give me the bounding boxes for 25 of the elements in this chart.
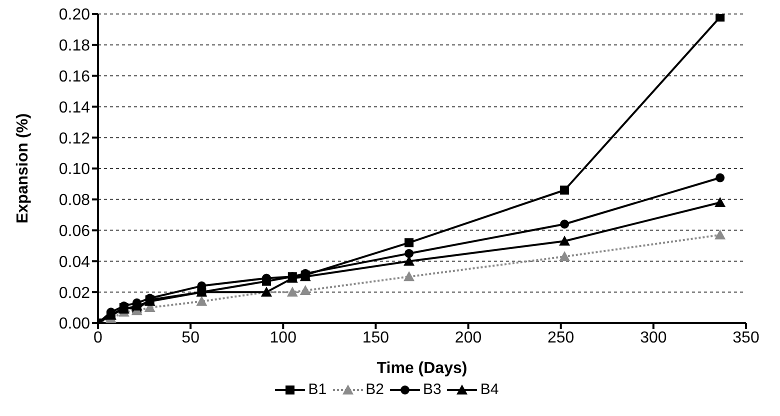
x-tick-label: 0 — [94, 329, 103, 346]
x-tick-label: 100 — [270, 329, 297, 346]
legend-label: B3 — [423, 381, 442, 398]
x-tick-label: 50 — [182, 329, 200, 346]
y-tick-label: 0.16 — [58, 68, 90, 86]
x-tick-label: 150 — [362, 329, 390, 346]
x-tick-label: 300 — [640, 329, 667, 346]
legend-label: B4 — [480, 381, 499, 398]
y-tick-label: 0.18 — [58, 38, 90, 55]
y-tick-label: 0.20 — [58, 6, 90, 24]
y-tick-label: 0.14 — [58, 99, 90, 116]
legend-label: B1 — [308, 381, 327, 398]
y-tick-label: 0.00 — [58, 316, 90, 333]
y-tick-label: 0.12 — [58, 130, 90, 148]
x-tick-label: 200 — [454, 329, 482, 346]
y-tick-label: 0.10 — [58, 161, 90, 178]
legend-label: B2 — [366, 381, 384, 398]
x-axis-title: Time (Days) — [376, 360, 468, 377]
y-tick-label: 0.02 — [58, 284, 90, 302]
y-tick-label: 0.04 — [58, 254, 90, 271]
y-axis-title: Expansion (%) — [14, 113, 32, 224]
y-tick-label: 0.08 — [58, 192, 90, 210]
y-tick-label: 0.06 — [58, 222, 90, 240]
x-tick-label: 350 — [732, 329, 760, 346]
x-tick-label: 250 — [548, 329, 574, 346]
